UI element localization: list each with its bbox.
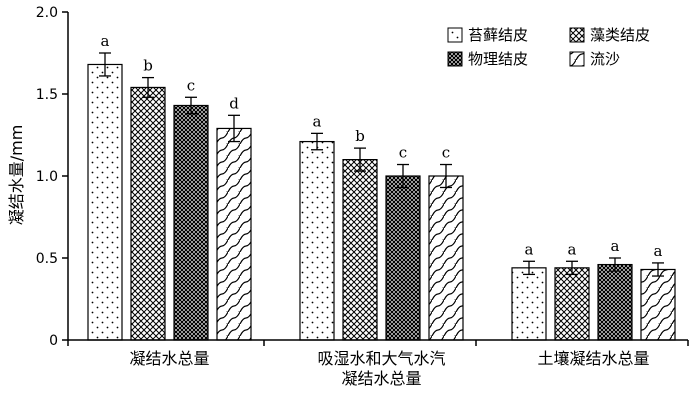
- x-category-label: 土壤凝结水总量: [537, 349, 649, 368]
- bar: [130, 86, 166, 341]
- bar: [554, 267, 590, 341]
- y-tick-label: 0: [49, 333, 58, 349]
- x-category-label: 吸湿水和大气水汽: [317, 349, 445, 368]
- bar: [511, 267, 547, 341]
- legend-label: 苔藓结皮: [468, 26, 528, 44]
- significance-label: d: [229, 94, 239, 112]
- legend-label: 流沙: [590, 50, 620, 68]
- bar: [216, 127, 252, 341]
- significance-label: c: [442, 144, 450, 162]
- significance-label: c: [399, 144, 407, 162]
- legend-label: 物理结皮: [468, 50, 528, 68]
- bar: [385, 175, 421, 341]
- significance-label: a: [101, 32, 110, 50]
- significance-label: b: [355, 127, 365, 145]
- y-tick-label: 0.5: [36, 251, 58, 267]
- y-tick-label: 1.0: [36, 169, 58, 185]
- legend-swatch: [569, 51, 585, 67]
- significance-label: a: [525, 240, 534, 258]
- bar: [428, 175, 464, 341]
- plot-area: a a a b b a c c a d c a: [87, 32, 676, 341]
- legend-swatch: [447, 27, 463, 43]
- legend-label: 藻类结皮: [590, 26, 650, 44]
- x-category-label: 凝结水总量: [129, 349, 209, 368]
- significance-label: a: [568, 240, 577, 258]
- y-tick-label: 1.5: [36, 87, 58, 103]
- significance-label: a: [654, 242, 663, 260]
- significance-label: a: [313, 112, 322, 130]
- bar: [597, 263, 633, 341]
- significance-label: b: [143, 57, 153, 75]
- bar: [173, 104, 209, 341]
- legend-swatch: [569, 27, 585, 43]
- y-axis-title: 凝结水量/mm: [7, 125, 26, 226]
- x-category-label: 凝结水总量: [341, 369, 421, 388]
- y-tick-label: 2.0: [36, 5, 58, 21]
- bar: [299, 140, 335, 341]
- significance-label: c: [187, 76, 195, 94]
- legend-swatch: [447, 51, 463, 67]
- bar: [342, 159, 378, 341]
- bar: [87, 63, 123, 341]
- significance-label: a: [611, 237, 620, 255]
- bar: [640, 268, 676, 341]
